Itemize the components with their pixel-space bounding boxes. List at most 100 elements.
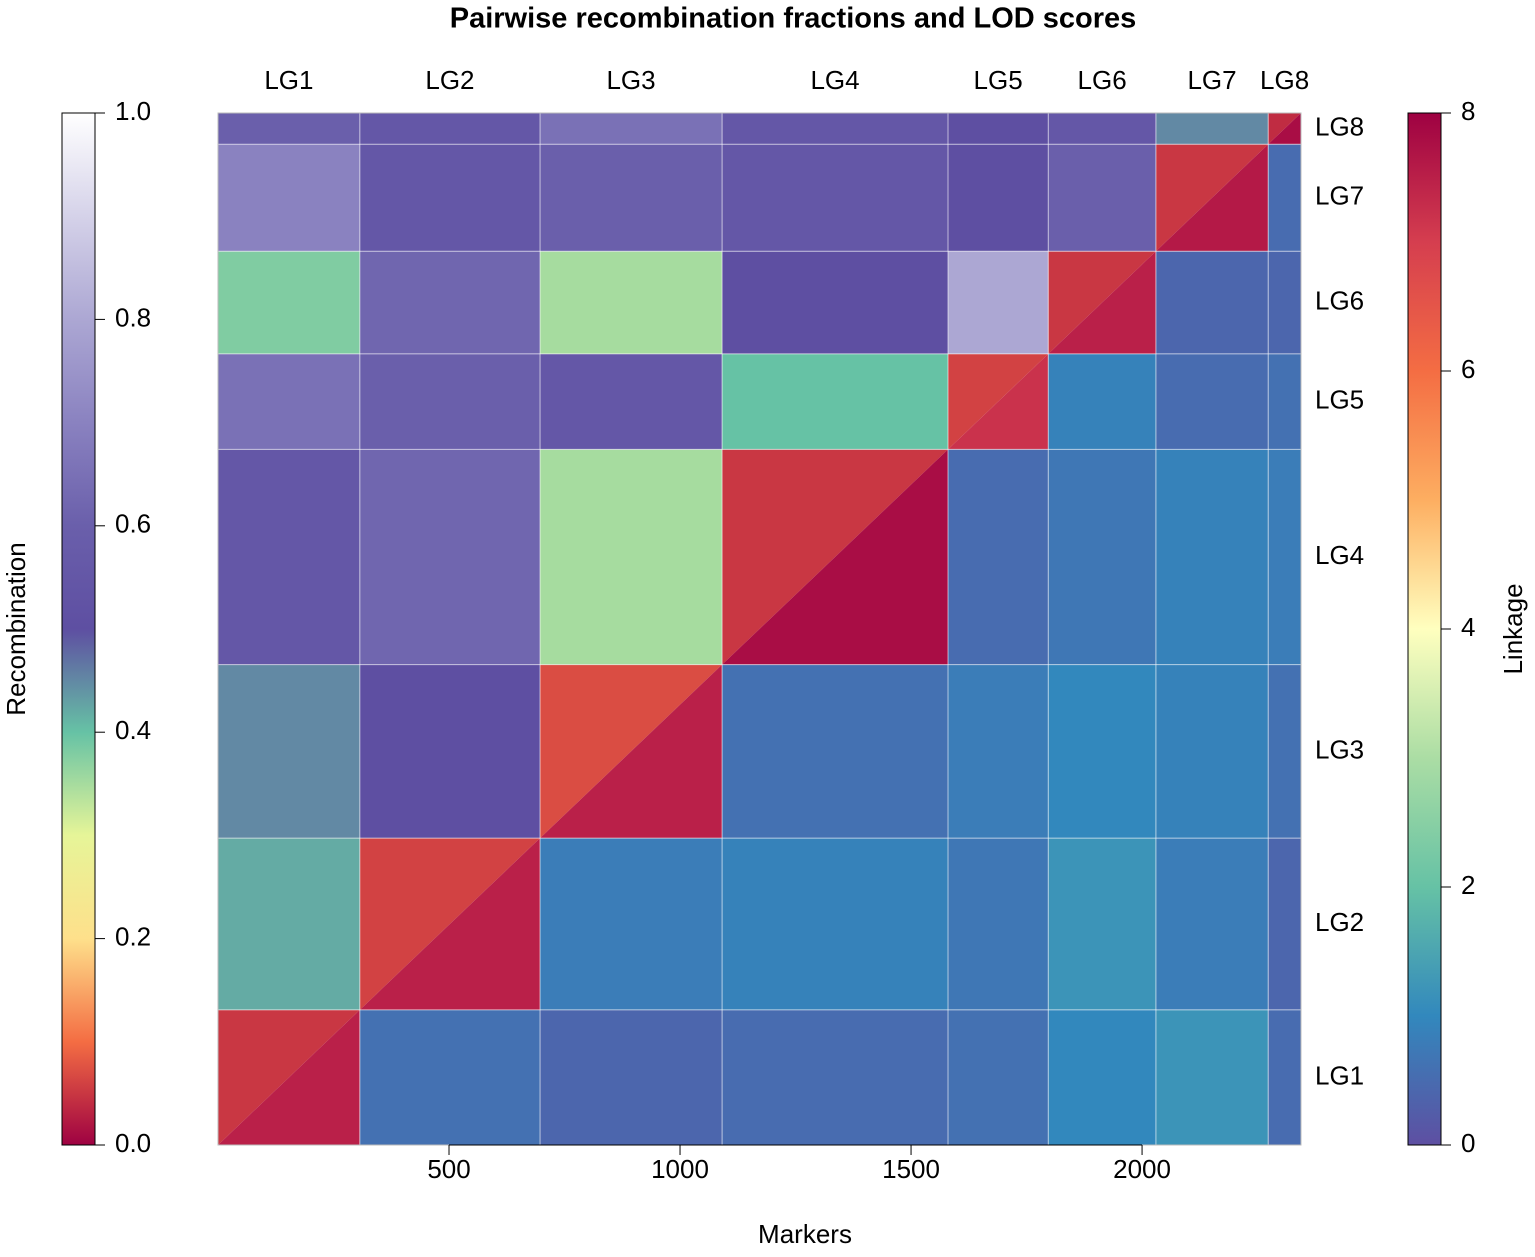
heatmap-cell (1048, 449, 1156, 665)
x-tick-label: 1000 (651, 1154, 709, 1184)
heatmap-cell (948, 664, 1049, 839)
heatmap-cell (1048, 664, 1156, 839)
heatmap-cell (359, 1009, 541, 1145)
colorbar-tick-label: 0.8 (115, 302, 151, 332)
heatmap-cell (1268, 838, 1301, 1010)
colorbar-label: Linkage (1498, 583, 1528, 674)
colorbar (61, 112, 96, 1146)
group-label-right: LG6 (1315, 285, 1364, 315)
colorbar-tick-label: 0.2 (115, 921, 151, 951)
heatmap-cell (218, 1009, 360, 1145)
heatmap-cell (948, 113, 1049, 145)
heatmap-cell (1268, 449, 1301, 665)
heatmap-cell (1155, 353, 1269, 450)
heatmap-cell (722, 144, 949, 252)
heatmap-cell (218, 664, 360, 839)
colorbar-tick-label: 0 (1461, 1128, 1475, 1158)
heatmap-cell (359, 838, 541, 1010)
heatmap-cell (1268, 251, 1301, 354)
x-tick-label: 1500 (882, 1154, 940, 1184)
heatmap-cell (218, 113, 360, 145)
heatmap-cell (1268, 113, 1301, 145)
group-label-top: LG1 (264, 65, 313, 95)
heatmap-cell (540, 113, 723, 145)
heatmap-cell (359, 449, 541, 665)
group-label-top: LG7 (1187, 65, 1236, 95)
heatmap-cell (1155, 144, 1269, 252)
heatmap-cell (540, 838, 723, 1010)
heatmap-cell (540, 1009, 723, 1145)
heatmap-cell (948, 838, 1049, 1010)
heatmap-cell (1155, 838, 1269, 1010)
group-label-right: LG8 (1315, 112, 1364, 142)
heatmap-cell (722, 113, 949, 145)
group-label-right: LG5 (1315, 384, 1364, 414)
heatmap-cell (1155, 664, 1269, 839)
heatmap-cell (1268, 353, 1301, 450)
heatmap-cell (948, 1009, 1049, 1145)
heatmap-cell (218, 353, 360, 450)
group-label-top: LG2 (425, 65, 474, 95)
group-label-top: LG4 (810, 65, 859, 95)
heatmap-cell (722, 251, 949, 354)
heatmap-cell (540, 353, 723, 450)
heatmap-cell (1268, 1009, 1301, 1145)
x-tick-label: 500 (427, 1154, 470, 1184)
group-label-right: LG2 (1315, 907, 1364, 937)
heatmap-cell (948, 353, 1049, 450)
heatmap-cell (722, 353, 949, 450)
heatmap-cell (1268, 144, 1301, 252)
heatmap-cell (1155, 113, 1269, 145)
colorbar-tick-label: 0.6 (115, 509, 151, 539)
chart-title: Pairwise recombination fractions and LOD… (450, 3, 1137, 35)
heatmap-cell (540, 251, 723, 354)
heatmap-cell (722, 1009, 949, 1145)
colorbar-label: Recombination (1, 542, 31, 715)
heatmap-cell (359, 113, 541, 145)
heatmap-cell (359, 144, 541, 252)
heatmap-cell (359, 838, 541, 1010)
group-label-top: LG8 (1260, 65, 1309, 95)
colorbar-tick-label: 0.0 (115, 1128, 151, 1158)
heatmap-cell (1048, 144, 1156, 252)
heatmap-cell (1268, 664, 1301, 839)
heatmap-cell (1155, 144, 1269, 252)
heatmap-cell (1155, 251, 1269, 354)
colorbar-tick-label: 4 (1461, 612, 1475, 642)
x-tick-label: 2000 (1113, 1154, 1171, 1184)
group-label-right: LG3 (1315, 734, 1364, 764)
group-label-top: LG3 (606, 65, 655, 95)
group-label-right: LG1 (1315, 1060, 1364, 1090)
heatmap-cell (218, 838, 360, 1010)
heatmap-cell (1155, 449, 1269, 665)
heatmap-cell (359, 353, 541, 450)
heatmap-cell (1048, 1009, 1156, 1145)
heatmap-cell (1048, 353, 1156, 450)
colorbar (1407, 112, 1442, 1146)
heatmap-cell (1048, 251, 1156, 354)
heatmap-cell (948, 251, 1049, 354)
colorbar-tick-label: 0.4 (115, 715, 151, 745)
colorbar-tick-label: 2 (1461, 870, 1475, 900)
group-label-right: LG7 (1315, 181, 1364, 211)
heatmap-cell (722, 838, 949, 1010)
heatmap-cell (1048, 251, 1156, 354)
heatmap-cell (218, 144, 360, 252)
heatmap-cell (540, 449, 723, 665)
group-label-top: LG5 (974, 65, 1023, 95)
heatmap-cell (948, 144, 1049, 252)
x-axis-label: Markers (758, 1219, 852, 1249)
heatmap-cell (359, 664, 541, 839)
heatmap-cell (1048, 113, 1156, 145)
heatmap-cell (540, 664, 723, 839)
colorbar-tick-label: 6 (1461, 354, 1475, 384)
heatmap-cell (218, 251, 360, 354)
heatmap-cell (218, 449, 360, 665)
group-label-top: LG6 (1078, 65, 1127, 95)
heatmap-cell (359, 251, 541, 354)
heatmap-cell (1048, 838, 1156, 1010)
heatmap-cell (1155, 1009, 1269, 1145)
group-label-right: LG4 (1315, 540, 1364, 570)
